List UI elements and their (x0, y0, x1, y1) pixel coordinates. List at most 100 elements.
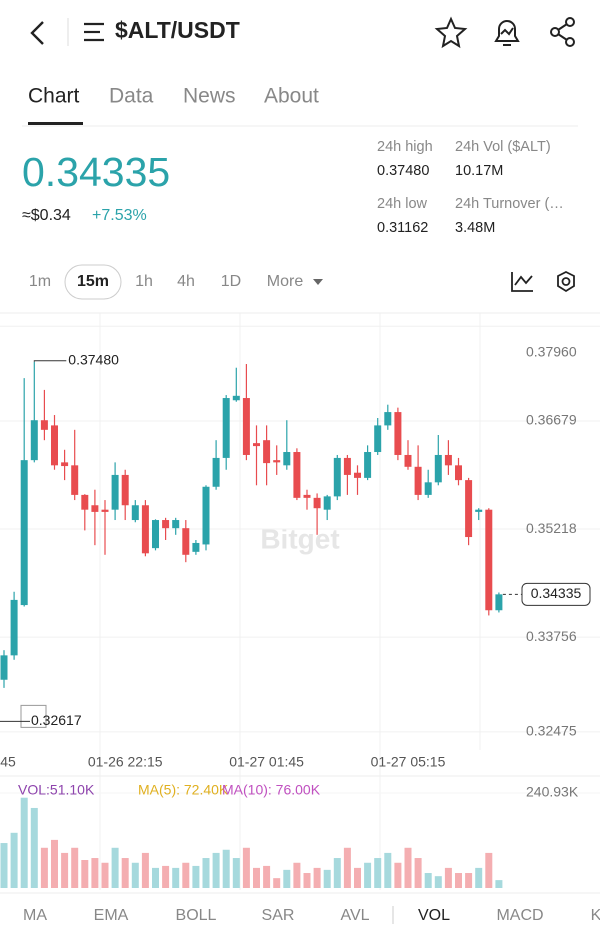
candle-body (101, 509, 109, 512)
low-marker-label: 0.32617 (31, 712, 82, 728)
candle-body (51, 425, 58, 466)
interval[interactable]: More (267, 273, 304, 290)
candle-body (0, 655, 8, 680)
interval[interactable]: 1D (221, 273, 241, 290)
candle-body (40, 420, 48, 430)
candle-body (374, 425, 382, 453)
volume-bar (10, 832, 18, 888)
candle-body (394, 412, 402, 455)
interval[interactable]: 1m (29, 273, 51, 290)
volume-bar (444, 867, 452, 888)
volume-bar (242, 847, 250, 888)
indicator-tab[interactable]: EMA (94, 907, 129, 924)
settings-icon[interactable] (557, 270, 575, 293)
candle-body (404, 454, 412, 467)
volume-bar (152, 867, 159, 888)
stat-label: 24h Turnover (… (455, 196, 564, 212)
menu-icon[interactable] (84, 22, 104, 42)
stat-label: 24h Vol ($ALT) (455, 139, 551, 155)
volume-bar (101, 862, 109, 888)
vertical-grid (99, 313, 481, 890)
last-price: 0.34335 (22, 149, 170, 195)
candle-body (495, 594, 503, 611)
volume-bar (283, 869, 291, 888)
indicator-tab[interactable]: VOL (418, 907, 450, 924)
volume-bar (485, 852, 493, 888)
interval[interactable]: 1h (135, 273, 153, 290)
indicator-tab[interactable]: MA (23, 907, 47, 924)
tab[interactable]: About (264, 85, 319, 108)
volume-bar (202, 858, 210, 888)
candle-body (192, 542, 200, 552)
candle-body (242, 398, 250, 455)
tab[interactable]: News (183, 85, 236, 108)
volume-bar (273, 878, 281, 888)
more-caret[interactable] (313, 279, 323, 285)
volume-bar (111, 847, 119, 888)
favorite-icon[interactable] (434, 16, 468, 49)
candle-body (30, 420, 38, 461)
volume-bar (182, 862, 190, 888)
interval-pill (64, 264, 122, 300)
price-change: +7.53% (92, 207, 147, 224)
candle-body (424, 482, 432, 495)
candle-body (152, 520, 159, 549)
volume-bar (323, 869, 331, 888)
volume-legend: VOL:51.10K (18, 782, 95, 798)
volume-bar (424, 873, 432, 888)
indicator-icon[interactable] (511, 272, 533, 292)
volume-bar (30, 807, 38, 888)
volume-bar (232, 858, 240, 888)
indicator-tab[interactable]: K (591, 907, 600, 924)
interval[interactable]: 4h (177, 273, 195, 290)
stat-label: 24h low (377, 196, 428, 212)
candle-body (283, 452, 291, 466)
volume-legend: MA(5): 72.40K (138, 782, 229, 798)
alert-icon[interactable] (494, 20, 520, 46)
stat-value: 0.37480 (377, 163, 429, 179)
volume-bar (131, 862, 139, 888)
candle-body (162, 520, 170, 529)
share-icon[interactable] (550, 17, 575, 47)
volume-bar (495, 880, 503, 888)
volume-bar (354, 867, 361, 888)
candle-body (333, 457, 341, 497)
candle-body (313, 497, 321, 509)
indicator-tab[interactable]: AVL (340, 907, 369, 924)
volume-bar (333, 858, 341, 888)
volume-bar (61, 852, 69, 888)
volume-bar (81, 860, 89, 888)
volume-bar (364, 862, 372, 888)
back-icon[interactable] (30, 21, 44, 45)
volume-bar (172, 867, 180, 888)
candle-body (293, 452, 301, 498)
volume-bar (303, 873, 311, 888)
high-marker-line (33, 360, 67, 362)
volume-bar (212, 852, 220, 888)
interval[interactable]: 15m (77, 273, 109, 290)
volume-bar (0, 843, 8, 888)
candle-body (232, 395, 240, 401)
volume-bar (71, 847, 79, 888)
volume-tick-label: 240.93K (526, 784, 579, 800)
indicator-tab[interactable]: SAR (262, 907, 295, 924)
tab[interactable]: Data (109, 85, 154, 108)
volume-bar (455, 873, 462, 888)
volume-bar (20, 797, 28, 888)
indicator-tab[interactable]: MACD (496, 907, 543, 924)
candle-body (121, 474, 129, 506)
volume-bar (394, 862, 402, 888)
tab[interactable]: Chart (28, 85, 80, 108)
candle-body (172, 520, 180, 529)
x-tick-label: 01-27 01:45 (229, 754, 304, 770)
indicator-tab[interactable]: BOLL (176, 907, 217, 924)
volume-bar (404, 847, 412, 888)
candle-body (465, 480, 473, 538)
candle-body (414, 466, 422, 495)
watermark: Bitget (260, 523, 339, 554)
x-tick-label: 01-26 22:15 (88, 754, 163, 770)
volume-legend: MA(10): 76.00K (222, 782, 321, 798)
stat-value: 0.31162 (377, 220, 428, 236)
tab-underline (28, 122, 83, 125)
